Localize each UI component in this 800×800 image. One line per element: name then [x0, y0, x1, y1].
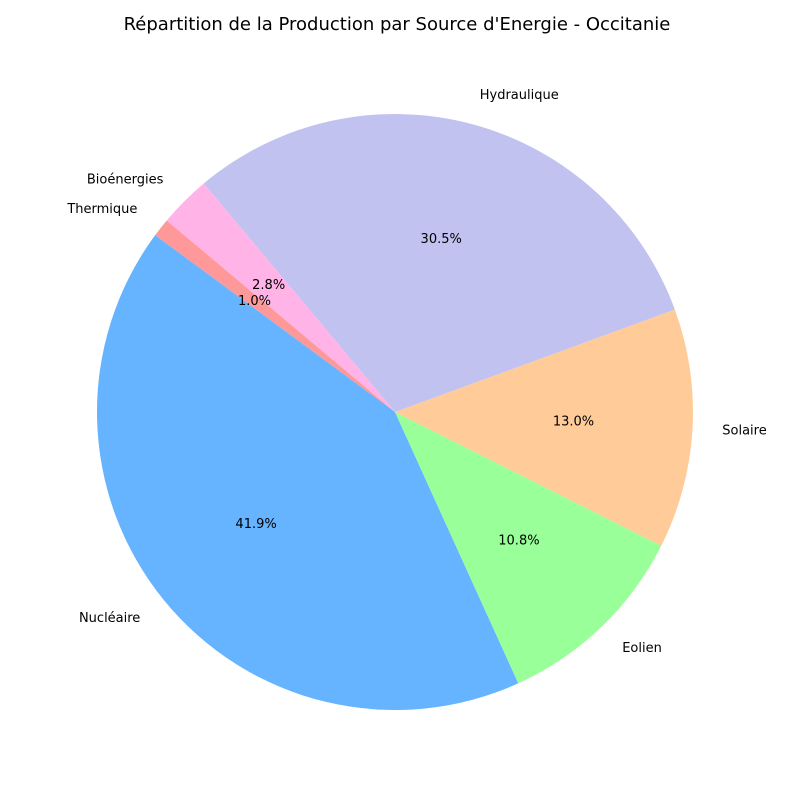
- pct-label-hydraulique: 30.5%: [421, 232, 462, 247]
- pie-slice-hydraulique: [203, 113, 675, 412]
- pie-slice-thermique: [155, 220, 395, 412]
- chart-title: Répartition de la Production par Source …: [124, 14, 671, 35]
- pct-label-nucleaire: 41.9%: [235, 517, 276, 532]
- slice-label-bioenergies: Bioénergies: [87, 173, 164, 188]
- pie-slice-bioenergies: [166, 183, 395, 412]
- pie-labels: Thermique 1.0% Nucléaire 41.9% Eolien 10.8% So…: [66, 88, 766, 656]
- pct-label-eolien: 10.8%: [498, 533, 539, 548]
- slice-label-eolien: Eolien: [622, 641, 662, 656]
- pct-label-thermique: 1.0%: [238, 294, 271, 309]
- slice-label-thermique: Thermique: [66, 202, 137, 217]
- pie-slice-nucleaire: [97, 235, 519, 710]
- pie-slice-eolien: [395, 412, 662, 684]
- slice-label-nucleaire: Nucléaire: [79, 611, 140, 626]
- pct-label-bioenergies: 2.8%: [252, 278, 285, 293]
- slice-label-hydraulique: Hydraulique: [480, 88, 559, 103]
- pie-slices: [97, 113, 694, 710]
- pie-slice-solaire: [395, 309, 694, 546]
- pct-label-solaire: 13.0%: [553, 415, 594, 430]
- slice-label-solaire: Solaire: [722, 423, 766, 438]
